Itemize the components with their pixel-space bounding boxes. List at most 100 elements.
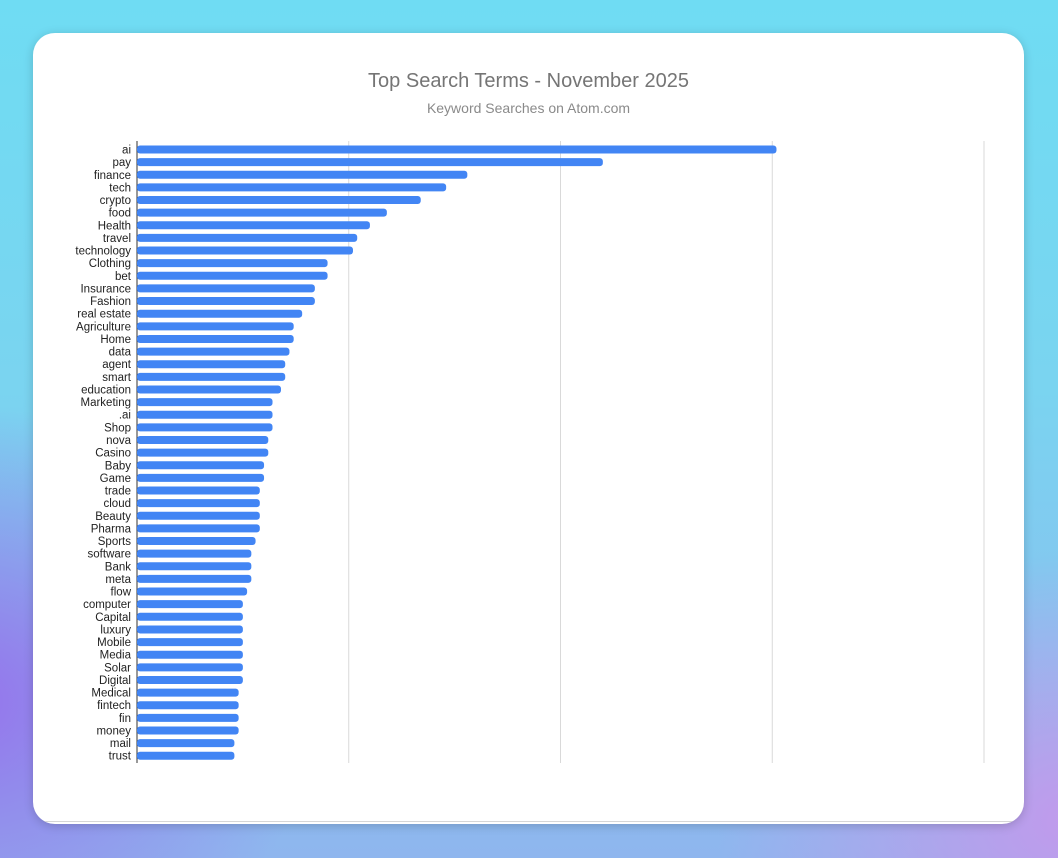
category-label: Sports (98, 536, 131, 548)
bar-shop[interactable] (137, 423, 273, 432)
category-label: Mobile (97, 637, 131, 649)
category-label: Clothing (89, 258, 131, 270)
category-label: Insurance (80, 283, 131, 295)
bar-clothing[interactable] (137, 259, 328, 268)
category-label: computer (83, 599, 131, 611)
category-label: finance (94, 170, 131, 182)
bar-pay[interactable] (137, 158, 603, 167)
category-label: .ai (119, 410, 131, 422)
category-label: Media (100, 650, 132, 662)
bar-fintech[interactable] (137, 701, 239, 710)
bar-trade[interactable] (137, 486, 260, 495)
bar-nova[interactable] (137, 435, 269, 444)
category-label: Health (98, 220, 131, 232)
category-label: mail (110, 738, 131, 750)
bar-health[interactable] (137, 221, 370, 230)
bar-food[interactable] (137, 208, 387, 217)
category-label: bet (115, 271, 132, 283)
bar-computer[interactable] (137, 600, 243, 609)
bar-agriculture[interactable] (137, 322, 294, 331)
bar-fashion[interactable] (137, 297, 315, 306)
bar-baby[interactable] (137, 461, 265, 470)
category-label: Pharma (91, 523, 132, 535)
category-label: food (109, 208, 131, 220)
bar-game[interactable] (137, 473, 265, 482)
category-label: Agriculture (76, 321, 131, 333)
category-label: fintech (97, 700, 131, 712)
category-label: flow (111, 587, 132, 599)
bar-ai[interactable] (137, 145, 777, 154)
category-label: Solar (104, 662, 131, 674)
category-label: travel (103, 233, 131, 245)
bar-crypto[interactable] (137, 196, 421, 205)
bar-education[interactable] (137, 385, 281, 394)
bar-pharma[interactable] (137, 524, 260, 533)
category-label: technology (75, 246, 131, 258)
bar-insurance[interactable] (137, 284, 315, 293)
chart-title: Top Search Terms - November 2025 (368, 70, 689, 92)
bar-mail[interactable] (137, 739, 235, 748)
bar-cloud[interactable] (137, 499, 260, 508)
bar-tech[interactable] (137, 183, 447, 192)
bar-flow[interactable] (137, 587, 248, 596)
bar-agent[interactable] (137, 360, 286, 369)
category-label: fin (119, 713, 131, 725)
bar-smart[interactable] (137, 372, 286, 381)
category-label: Fashion (90, 296, 131, 308)
category-label: Beauty (95, 511, 131, 523)
card-footer-divider (43, 821, 1014, 822)
category-label: pay (112, 157, 131, 169)
category-label: Medical (91, 688, 131, 700)
bar-trust[interactable] (137, 751, 235, 760)
category-label: Marketing (81, 397, 132, 409)
category-label: trust (109, 751, 132, 763)
chart-card: Top Search Terms - November 2025 Keyword… (33, 33, 1024, 824)
category-label: real estate (77, 309, 131, 321)
bar-real-estate[interactable] (137, 309, 303, 318)
category-label: Game (100, 473, 131, 485)
bar-software[interactable] (137, 549, 252, 558)
bar-bet[interactable] (137, 271, 328, 280)
category-label: tech (109, 182, 131, 194)
bar-luxury[interactable] (137, 625, 243, 634)
bar-chart: aipayfinancetechcryptofoodHealthtravelte… (75, 141, 985, 763)
category-label: education (81, 384, 131, 396)
category-label: software (88, 549, 131, 561)
bar-marketing[interactable] (137, 398, 273, 407)
bar-technology[interactable] (137, 246, 353, 255)
category-label: crypto (100, 195, 131, 207)
bar-mobile[interactable] (137, 638, 243, 647)
category-label: Shop (104, 422, 131, 434)
bar-ai[interactable] (137, 410, 273, 419)
category-label: meta (105, 574, 131, 586)
category-label: Capital (95, 612, 131, 624)
bar-solar[interactable] (137, 663, 243, 672)
bar-money[interactable] (137, 726, 239, 735)
category-label: Home (100, 334, 131, 346)
category-label: money (96, 725, 131, 737)
bar-medical[interactable] (137, 688, 239, 697)
category-label: Bank (105, 561, 131, 573)
bar-beauty[interactable] (137, 511, 260, 520)
bar-media[interactable] (137, 650, 243, 659)
chart-subtitle: Keyword Searches on Atom.com (426, 100, 631, 116)
bar-travel[interactable] (137, 233, 358, 242)
bar-fin[interactable] (137, 713, 239, 722)
category-label: ai (122, 145, 131, 157)
bar-home[interactable] (137, 334, 294, 343)
category-label: nova (106, 435, 132, 447)
bar-finance[interactable] (137, 170, 468, 179)
category-label: Baby (105, 460, 131, 472)
category-label: trade (105, 486, 131, 498)
bar-bank[interactable] (137, 562, 252, 571)
bar-meta[interactable] (137, 574, 252, 583)
bar-capital[interactable] (137, 612, 243, 621)
bar-data[interactable] (137, 347, 290, 356)
bar-sports[interactable] (137, 537, 256, 546)
category-label: agent (102, 359, 132, 371)
category-label: Digital (99, 675, 131, 687)
bar-digital[interactable] (137, 675, 243, 684)
bars (137, 145, 777, 760)
bar-casino[interactable] (137, 448, 269, 457)
category-label: cloud (104, 498, 132, 510)
